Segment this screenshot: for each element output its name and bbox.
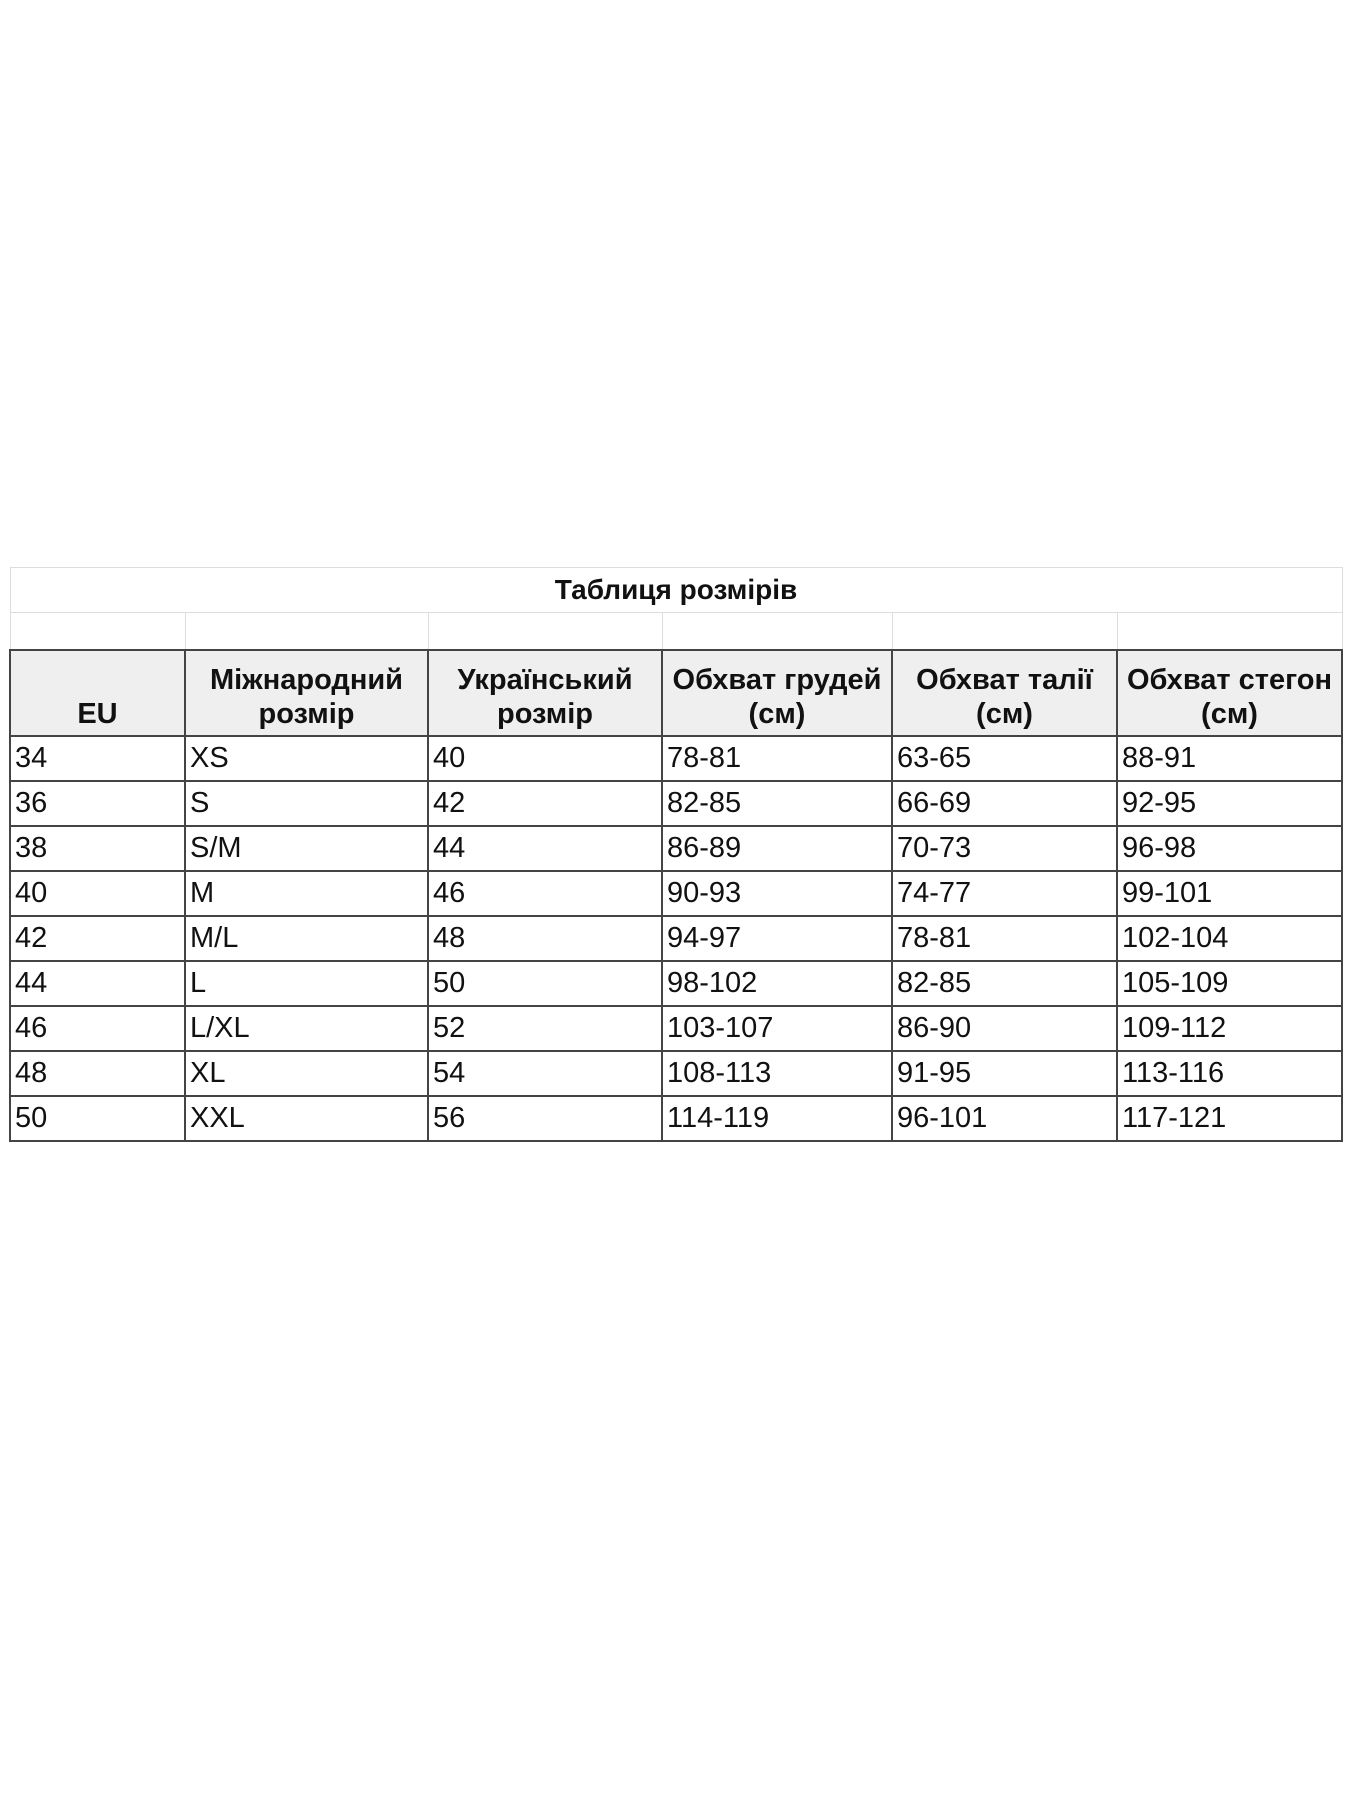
cell-ukrainian-size: 52: [427, 1005, 663, 1052]
table-row: 42 M/L 48 94-97 78-81 102-104: [9, 915, 1343, 962]
cell-ukrainian-size: 44: [427, 825, 663, 872]
cell-ukrainian-size: 40: [427, 735, 663, 782]
empty-cell: [1116, 612, 1343, 651]
empty-cell: [427, 612, 663, 651]
table-row: 34 XS 40 78-81 63-65 88-91: [9, 735, 1343, 782]
cell-hips: 102-104: [1116, 915, 1343, 962]
cell-chest: 108-113: [661, 1050, 893, 1097]
table-title: Таблиця розмірів: [9, 567, 1343, 613]
cell-international-size: XS: [184, 735, 429, 782]
blank-row: [9, 612, 1343, 651]
cell-waist: 96-101: [891, 1095, 1118, 1142]
empty-cell: [891, 612, 1118, 651]
cell-ukrainian-size: 42: [427, 780, 663, 827]
cell-hips: 117-121: [1116, 1095, 1343, 1142]
cell-hips: 96-98: [1116, 825, 1343, 872]
cell-waist: 86-90: [891, 1005, 1118, 1052]
header-waist: Обхват талії (см): [891, 649, 1118, 737]
cell-waist: 91-95: [891, 1050, 1118, 1097]
size-chart-table: Таблиця розмірів EU Міжнародний розмір У…: [9, 567, 1343, 1142]
cell-ukrainian-size: 48: [427, 915, 663, 962]
cell-chest: 78-81: [661, 735, 893, 782]
table-row: 38 S/M 44 86-89 70-73 96-98: [9, 825, 1343, 872]
cell-waist: 66-69: [891, 780, 1118, 827]
header-international-size: Міжнародний розмір: [184, 649, 429, 737]
cell-international-size: M: [184, 870, 429, 917]
cell-waist: 78-81: [891, 915, 1118, 962]
cell-chest: 86-89: [661, 825, 893, 872]
table-row: 46 L/XL 52 103-107 86-90 109-112: [9, 1005, 1343, 1052]
cell-ukrainian-size: 46: [427, 870, 663, 917]
cell-eu: 42: [9, 915, 186, 962]
cell-ukrainian-size: 50: [427, 960, 663, 1007]
cell-international-size: S: [184, 780, 429, 827]
cell-eu: 46: [9, 1005, 186, 1052]
table-row: 36 S 42 82-85 66-69 92-95: [9, 780, 1343, 827]
cell-eu: 40: [9, 870, 186, 917]
cell-hips: 88-91: [1116, 735, 1343, 782]
table-row: 48 XL 54 108-113 91-95 113-116: [9, 1050, 1343, 1097]
cell-waist: 70-73: [891, 825, 1118, 872]
cell-ukrainian-size: 54: [427, 1050, 663, 1097]
header-chest: Обхват грудей (см): [661, 649, 893, 737]
header-hips: Обхват стегон (см): [1116, 649, 1343, 737]
cell-eu: 38: [9, 825, 186, 872]
cell-international-size: XL: [184, 1050, 429, 1097]
cell-hips: 92-95: [1116, 780, 1343, 827]
header-ukrainian-size: Український розмір: [427, 649, 663, 737]
cell-waist: 63-65: [891, 735, 1118, 782]
table-row: 44 L 50 98-102 82-85 105-109: [9, 960, 1343, 1007]
cell-international-size: M/L: [184, 915, 429, 962]
cell-international-size: L/XL: [184, 1005, 429, 1052]
title-row: Таблиця розмірів: [9, 567, 1343, 613]
cell-waist: 74-77: [891, 870, 1118, 917]
empty-cell: [9, 612, 186, 651]
empty-cell: [184, 612, 429, 651]
cell-eu: 48: [9, 1050, 186, 1097]
cell-chest: 82-85: [661, 780, 893, 827]
cell-international-size: XXL: [184, 1095, 429, 1142]
cell-eu: 44: [9, 960, 186, 1007]
cell-international-size: S/M: [184, 825, 429, 872]
cell-eu: 50: [9, 1095, 186, 1142]
cell-ukrainian-size: 56: [427, 1095, 663, 1142]
cell-chest: 90-93: [661, 870, 893, 917]
cell-hips: 113-116: [1116, 1050, 1343, 1097]
cell-eu: 34: [9, 735, 186, 782]
cell-eu: 36: [9, 780, 186, 827]
header-eu: EU: [9, 649, 186, 737]
cell-hips: 99-101: [1116, 870, 1343, 917]
cell-hips: 109-112: [1116, 1005, 1343, 1052]
cell-international-size: L: [184, 960, 429, 1007]
empty-cell: [661, 612, 893, 651]
cell-chest: 98-102: [661, 960, 893, 1007]
cell-waist: 82-85: [891, 960, 1118, 1007]
cell-chest: 103-107: [661, 1005, 893, 1052]
cell-chest: 94-97: [661, 915, 893, 962]
table-row: 40 M 46 90-93 74-77 99-101: [9, 870, 1343, 917]
header-row: EU Міжнародний розмір Український розмір…: [9, 649, 1343, 737]
cell-hips: 105-109: [1116, 960, 1343, 1007]
cell-chest: 114-119: [661, 1095, 893, 1142]
table-row: 50 XXL 56 114-119 96-101 117-121: [9, 1095, 1343, 1142]
